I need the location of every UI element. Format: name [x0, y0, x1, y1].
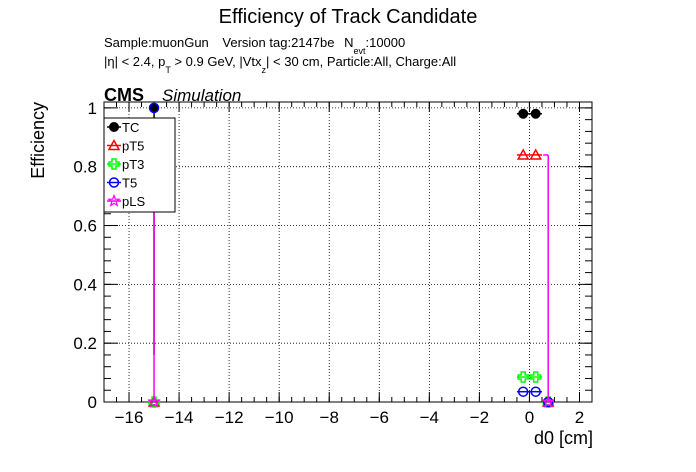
data-marks — [147, 102, 556, 408]
x-tick-label: 0 — [525, 408, 534, 427]
legend-label-pt3: pT3 — [122, 157, 144, 172]
x-tick-label: −8 — [320, 408, 339, 427]
plot-frame — [103, 101, 593, 403]
axis-tick-labels: −16 −14 −12 −10 −8 −6 −4 −2 0 2 0 0.2 0.4 0.6 0.8 1 — [73, 99, 584, 427]
legend-label-pt5: pT5 — [122, 139, 144, 154]
x-tick-label: −2 — [470, 408, 489, 427]
t5-data-point — [148, 102, 160, 114]
t5-data-point — [517, 386, 529, 397]
legend-label-t5: T5 — [122, 176, 137, 191]
x-tick-label: −16 — [115, 408, 144, 427]
y-tick-label: 0.2 — [73, 334, 97, 353]
info-vtx-rest: | < 30 cm, Particle:All, Charge:All — [266, 54, 456, 69]
legend: TC pT5 pT3 T5 pLS — [103, 117, 176, 213]
legend-marker-t5 — [108, 177, 120, 188]
info-nevt-value: :10000 — [365, 35, 405, 50]
y-tick-label: 0 — [88, 393, 97, 412]
svg-text:Sample:muonGun Version tag: Sample:muonGun Version tag:2147be Nevt:1… — [104, 35, 405, 56]
info-pt-sub: T — [165, 65, 171, 75]
info-vtx-sub: z — [262, 65, 267, 75]
legend-marker-tc — [109, 122, 119, 132]
legend-marker-pt3 — [108, 158, 120, 170]
pt5-data-point — [529, 148, 542, 160]
info-pt-cut: > 0.9 GeV, |Vtx — [171, 54, 262, 69]
t5-data-point — [530, 386, 541, 397]
x-tick-label: 2 — [575, 408, 584, 427]
tc-data-point — [530, 108, 541, 119]
x-tick-label: −10 — [265, 408, 294, 427]
info-version: Version tag:2147be — [222, 35, 334, 50]
x-tick-label: −12 — [215, 408, 244, 427]
pt5-data-point — [516, 148, 530, 160]
y-tick-label: 0.6 — [73, 217, 97, 236]
legend-label-pls: pLS — [122, 194, 145, 209]
tc-data-point — [518, 108, 529, 119]
x-tick-label: −14 — [165, 408, 194, 427]
y-tick-label: 1 — [88, 99, 97, 118]
x-tick-label: −6 — [370, 408, 389, 427]
info-nevt-sub: evt — [353, 46, 366, 56]
grid-lines — [104, 102, 592, 403]
pt5-data-point — [147, 395, 161, 407]
y-axis-label: Efficiency — [28, 102, 48, 179]
cms-sublabel: Simulation — [162, 86, 241, 105]
axis-ticks — [103, 102, 593, 403]
chart-title: Efficiency of Track Candidate — [219, 6, 478, 28]
pls-data-point — [541, 394, 556, 408]
legend-box — [103, 117, 176, 213]
pt3-data-point — [517, 371, 529, 383]
y-tick-label: 0.4 — [73, 275, 97, 294]
x-axis-label: d0 [cm] — [534, 428, 593, 448]
info-sample: Sample:muonGun — [104, 35, 209, 50]
info-eta: |η| < 2.4, p — [104, 54, 165, 69]
x-tick-label: −4 — [420, 408, 439, 427]
info-nevt-label: N — [344, 35, 353, 50]
pt3-data-point — [529, 371, 542, 383]
legend-marker-pls — [107, 193, 121, 207]
legend-marker-pt5 — [107, 138, 121, 151]
y-tick-label: 0.8 — [73, 158, 97, 177]
cms-label: CMS — [104, 85, 144, 105]
legend-label-tc: TC — [122, 120, 139, 135]
svg-text:|η| < 2.4, pT > 0.9 GeV, |Vtxz: |η| < 2.4, pT > 0.9 GeV, |Vtxz| < 30 cm,… — [104, 54, 456, 75]
pls-data-point — [147, 394, 161, 408]
